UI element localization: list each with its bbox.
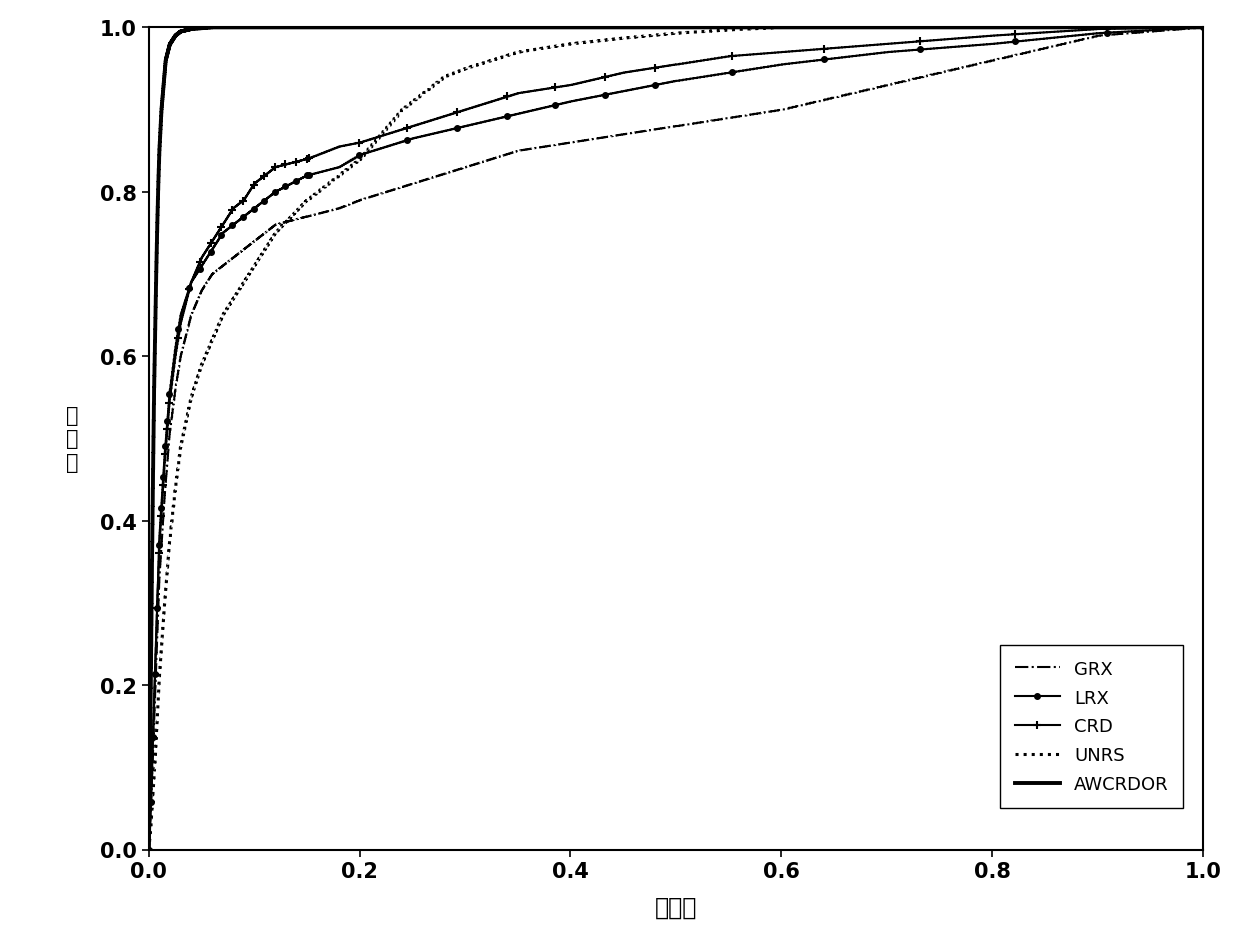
UNRS — [150, 703, 165, 715]
UNRS — [600, 35, 615, 46]
AWCRDOR — [150, 202, 165, 213]
CRD — [141, 844, 156, 855]
AWCRDOR — [141, 844, 156, 855]
CRD — [600, 72, 615, 83]
CRD — [578, 76, 593, 88]
GRX — [600, 132, 615, 143]
AWCRDOR — [383, 23, 398, 34]
UNRS — [1195, 23, 1210, 34]
UNRS — [775, 23, 790, 34]
CRD — [150, 585, 165, 597]
AWCRDOR — [579, 23, 594, 34]
AWCRDOR — [205, 23, 219, 34]
UNRS — [381, 120, 396, 131]
LRX — [155, 481, 170, 493]
CRD — [275, 160, 290, 172]
GRX — [141, 844, 156, 855]
UNRS — [141, 844, 156, 855]
GRX — [155, 523, 170, 534]
CRD — [1195, 23, 1210, 34]
Line: GRX: GRX — [149, 28, 1203, 850]
UNRS — [275, 220, 290, 231]
CRD — [381, 128, 396, 140]
GRX — [578, 135, 593, 146]
Legend: GRX, LRX, CRD, UNRS, AWCRDOR: GRX, LRX, CRD, UNRS, AWCRDOR — [1001, 646, 1183, 808]
UNRS — [578, 38, 593, 49]
LRX — [275, 183, 290, 194]
LRX — [578, 93, 593, 105]
LRX — [381, 141, 396, 152]
Line: AWCRDOR: AWCRDOR — [149, 28, 1203, 850]
LRX — [1195, 23, 1210, 34]
AWCRDOR — [1195, 23, 1210, 34]
GRX — [381, 186, 396, 197]
UNRS — [155, 626, 170, 637]
AWCRDOR — [601, 23, 616, 34]
GRX — [1195, 23, 1210, 34]
Line: UNRS: UNRS — [149, 28, 1203, 850]
Line: LRX: LRX — [149, 28, 1203, 850]
LRX — [600, 90, 615, 101]
AWCRDOR — [155, 92, 170, 103]
LRX — [141, 844, 156, 855]
X-axis label: 虚警率: 虚警率 — [655, 895, 697, 919]
CRD — [155, 490, 170, 501]
GRX — [275, 218, 290, 229]
LRX — [150, 583, 165, 595]
Line: CRD: CRD — [149, 28, 1203, 850]
GRX — [150, 617, 165, 629]
Y-axis label: 检
测
率: 检 测 率 — [66, 406, 78, 472]
AWCRDOR — [275, 23, 290, 34]
